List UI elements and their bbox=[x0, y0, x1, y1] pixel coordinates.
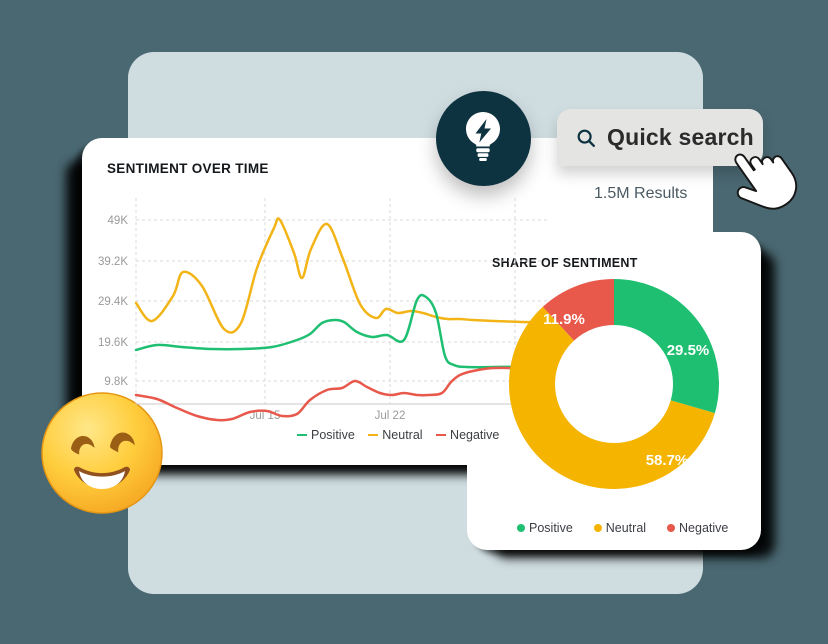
svg-text:49K: 49K bbox=[108, 215, 129, 227]
svg-text:Jul 22: Jul 22 bbox=[375, 410, 406, 422]
svg-text:58.7%: 58.7% bbox=[646, 452, 689, 469]
svg-text:29.4K: 29.4K bbox=[98, 296, 128, 308]
svg-text:39.2K: 39.2K bbox=[98, 256, 128, 268]
svg-text:19.6K: 19.6K bbox=[98, 337, 128, 349]
svg-text:11.9%: 11.9% bbox=[543, 311, 585, 328]
svg-text:9.8K: 9.8K bbox=[104, 376, 128, 388]
svg-text:29.5%: 29.5% bbox=[667, 342, 710, 359]
